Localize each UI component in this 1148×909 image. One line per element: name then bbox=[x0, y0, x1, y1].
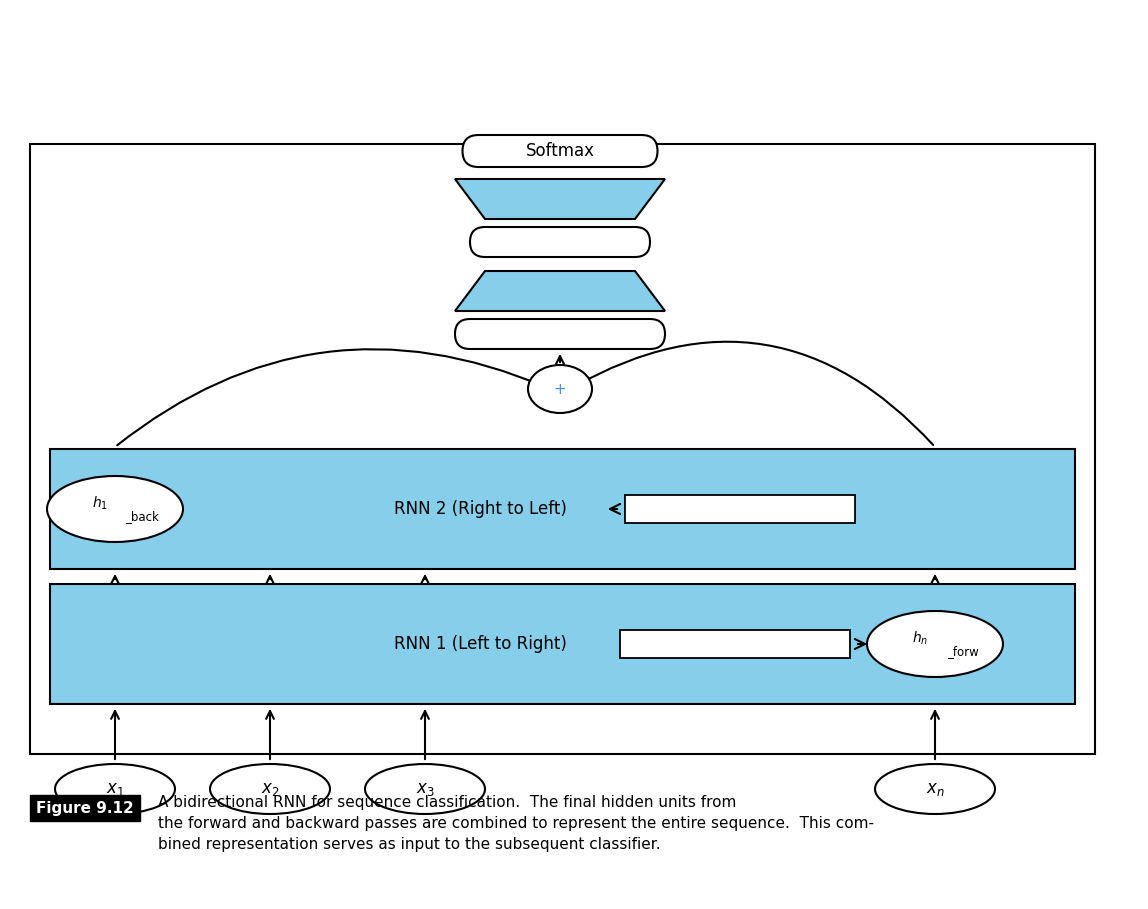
Text: $x_n$: $x_n$ bbox=[925, 780, 945, 798]
Ellipse shape bbox=[528, 365, 592, 413]
Polygon shape bbox=[455, 271, 665, 311]
FancyBboxPatch shape bbox=[620, 630, 850, 658]
FancyBboxPatch shape bbox=[30, 795, 140, 821]
FancyBboxPatch shape bbox=[463, 135, 658, 167]
Ellipse shape bbox=[365, 764, 484, 814]
Text: $x_3$: $x_3$ bbox=[416, 780, 434, 798]
Text: Figure 9.12: Figure 9.12 bbox=[36, 801, 134, 815]
FancyBboxPatch shape bbox=[625, 495, 855, 523]
Text: $x_2$: $x_2$ bbox=[261, 780, 279, 798]
Text: _back: _back bbox=[125, 511, 158, 524]
Text: Softmax: Softmax bbox=[526, 142, 595, 160]
Text: $h_n$: $h_n$ bbox=[912, 629, 928, 646]
FancyBboxPatch shape bbox=[455, 319, 665, 349]
Text: $h_1$: $h_1$ bbox=[92, 494, 108, 512]
Polygon shape bbox=[455, 179, 665, 219]
Text: _forw: _forw bbox=[947, 645, 979, 658]
Text: $x_1$: $x_1$ bbox=[106, 780, 124, 798]
Ellipse shape bbox=[875, 764, 995, 814]
Text: RNN 2 (Right to Left): RNN 2 (Right to Left) bbox=[394, 500, 566, 518]
FancyBboxPatch shape bbox=[51, 449, 1075, 569]
Ellipse shape bbox=[210, 764, 329, 814]
Text: RNN 1 (Left to Right): RNN 1 (Left to Right) bbox=[394, 635, 566, 653]
Text: A bidirectional RNN for sequence classification.  The final hidden units from
th: A bidirectional RNN for sequence classif… bbox=[158, 795, 874, 852]
FancyBboxPatch shape bbox=[470, 227, 650, 257]
Ellipse shape bbox=[55, 764, 174, 814]
FancyBboxPatch shape bbox=[51, 584, 1075, 704]
FancyBboxPatch shape bbox=[30, 144, 1095, 754]
Ellipse shape bbox=[47, 476, 183, 542]
Text: +: + bbox=[553, 382, 566, 396]
Ellipse shape bbox=[867, 611, 1003, 677]
